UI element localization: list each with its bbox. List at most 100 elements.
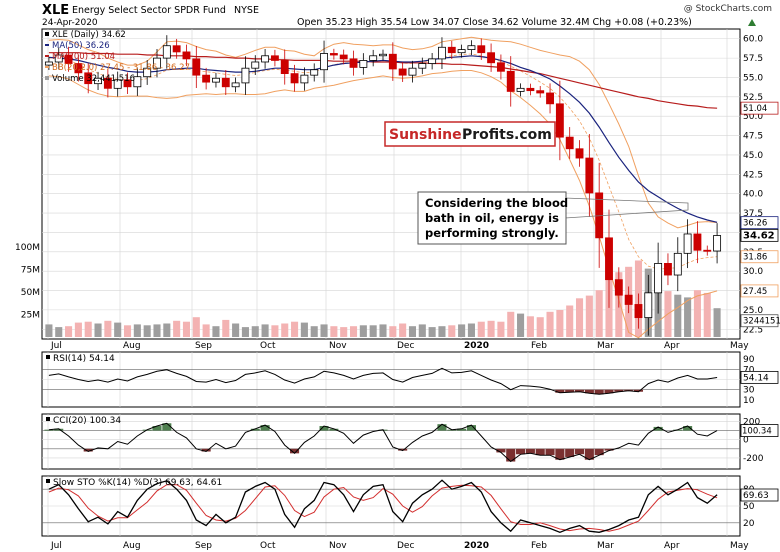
- rsi-oversold-fill: [614, 389, 624, 392]
- cci-overbought-fill: [250, 428, 260, 431]
- price-tick-label: 22.5: [743, 325, 763, 335]
- cci-oversold-fill: [506, 448, 516, 462]
- price-candle: [153, 57, 161, 69]
- price-tag-label: 36.26: [743, 219, 767, 229]
- price-candle: [123, 79, 132, 88]
- volume-tick-label: 75M: [21, 266, 40, 276]
- rsi-oversold-fill: [594, 389, 604, 395]
- price-candle: [585, 157, 594, 194]
- price-candle: [673, 252, 682, 276]
- price-candle: [664, 263, 672, 276]
- exchange-label: NYSE: [234, 5, 259, 16]
- price-tag-box: [740, 228, 779, 242]
- price-candle: [359, 60, 368, 68]
- volume-bar: [566, 305, 574, 337]
- cci-value-tag: [740, 424, 779, 437]
- volume-bar: [585, 295, 593, 337]
- rsi-oversold-fill: [604, 389, 614, 394]
- volume-bar: [104, 320, 112, 337]
- month-label: Feb: [531, 341, 547, 351]
- volume-bar: [438, 326, 446, 337]
- price-candle: [251, 61, 260, 69]
- price-tick-label: 52.5: [743, 93, 763, 103]
- rsi-tick-label: 10: [743, 396, 755, 406]
- month-label: Dec: [397, 341, 414, 351]
- ma50-legend-text: MA(50) 36.26: [52, 41, 110, 51]
- volume-bar: [173, 320, 181, 337]
- price-candle: [241, 67, 250, 84]
- price-candle: [644, 292, 653, 319]
- volume-bar: [241, 327, 249, 337]
- price-candle: [447, 46, 456, 54]
- volume-bar: [369, 325, 377, 337]
- volume-legend-text: Volume 32,441,516: [52, 74, 135, 84]
- volume-bar: [379, 324, 387, 337]
- price-tag-label: 34.62: [743, 230, 775, 241]
- cci-oversold-fill: [574, 448, 585, 455]
- price-candle: [506, 70, 515, 92]
- rsi-value-tag: [740, 370, 779, 384]
- volume-bar: [84, 321, 92, 337]
- note-line-1: Considering the blood: [425, 196, 568, 210]
- rsi-tick-label: 90: [743, 355, 755, 365]
- volume-bar: [693, 290, 701, 337]
- price-tick-label: 42.5: [743, 170, 763, 180]
- cci-overbought-fill: [319, 426, 329, 431]
- price-tick-label: 57.5: [743, 54, 763, 64]
- fund-name: Energy Select Sector SPDR Fund: [72, 5, 226, 16]
- volume-bar: [222, 319, 230, 337]
- volume-tick-label: 25M: [21, 311, 40, 321]
- volume-bar: [251, 326, 259, 337]
- price-candle: [329, 53, 338, 56]
- price-candle: [192, 58, 201, 76]
- sto-tick-label: 50: [743, 502, 755, 512]
- price-candle: [143, 67, 152, 78]
- volume-bar: [703, 292, 711, 337]
- price-candle: [221, 77, 230, 88]
- rsi-tick-label: 30: [743, 386, 755, 396]
- volume-bar: [45, 324, 53, 337]
- cci-tick-label: 200: [743, 417, 760, 427]
- rsi-oversold-fill: [574, 389, 585, 392]
- month-label: May: [730, 341, 749, 351]
- logo-text-profits: Profits: [462, 127, 514, 143]
- sto-k-line: [48, 479, 718, 533]
- volume-bar: [94, 323, 102, 337]
- volume-bar: [674, 294, 682, 337]
- price-tag-label: 27.45: [743, 287, 767, 297]
- quote-summary: Open 35.23 High 35.54 Low 34.07 Close 34…: [297, 17, 692, 28]
- volume-bar: [330, 326, 338, 337]
- sto-value-tag: [740, 488, 779, 502]
- price-candle: [516, 87, 525, 92]
- volume-bar: [300, 322, 308, 337]
- rsi-value-label: 54.14: [743, 373, 769, 383]
- volume-bar: [182, 321, 191, 337]
- cci-oversold-fill: [201, 448, 211, 452]
- rsi-oversold-fill: [584, 389, 594, 394]
- price-tag-label: 51.04: [743, 104, 767, 114]
- cci-oversold-fill: [565, 448, 575, 457]
- price-candle: [172, 45, 181, 53]
- rsi-legend-swatch: [46, 355, 50, 359]
- volume-bar: [55, 327, 63, 337]
- cci-label: CCI(20) 100.34: [53, 416, 121, 426]
- cci-oversold-fill: [516, 448, 526, 455]
- price-candle: [654, 263, 663, 294]
- price-candle: [703, 249, 712, 252]
- volume-bar: [310, 326, 318, 337]
- price-tick-label: 40.0: [743, 190, 763, 200]
- volume-bar: [65, 326, 73, 337]
- chart-date: 24-Apr-2020: [42, 18, 98, 28]
- price-candle: [379, 53, 387, 57]
- price-candle: [113, 79, 122, 89]
- cci-overbought-fill: [260, 425, 270, 431]
- note-pointer: [564, 197, 689, 219]
- price-tick-label: 25.0: [743, 306, 763, 316]
- month-label: Dec: [397, 541, 414, 551]
- volume-bar: [556, 310, 564, 337]
- up-arrow-icon: [748, 19, 756, 26]
- note-line-2: bath in oil, energy is: [425, 211, 559, 225]
- price-candle: [64, 54, 73, 64]
- cci-legend-swatch: [46, 417, 50, 421]
- cci-tick-label: -200: [743, 454, 764, 464]
